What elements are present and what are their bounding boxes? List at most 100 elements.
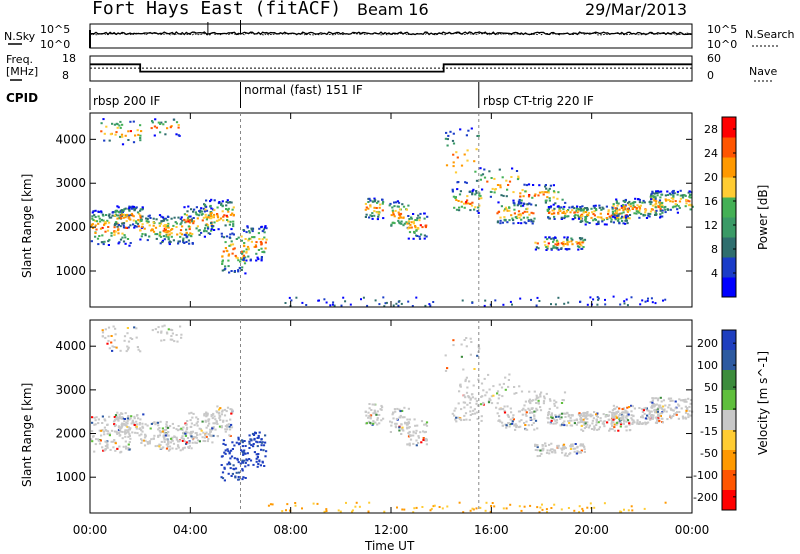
velocity-cell <box>677 403 680 406</box>
power-cell <box>649 200 652 203</box>
velocity-cell <box>533 390 536 393</box>
velocity-cell <box>131 431 134 434</box>
power-cell <box>616 214 619 217</box>
velocity-cell <box>582 429 585 432</box>
velocity-cell <box>212 434 215 437</box>
power-cell <box>611 212 615 215</box>
velocity-cell <box>463 414 466 417</box>
power-cell <box>641 299 644 302</box>
power-cell <box>451 188 454 191</box>
velocity-cell <box>229 435 232 437</box>
power-cell <box>227 253 231 256</box>
power-cell <box>207 214 210 217</box>
velocity-cell <box>146 442 149 445</box>
velocity-cell <box>463 401 467 404</box>
power-cell <box>638 201 641 204</box>
velocity-cell <box>191 416 194 419</box>
velocity-cell <box>365 414 368 417</box>
velocity-cell <box>468 401 472 404</box>
power-cell <box>196 217 199 220</box>
velocity-cell <box>101 415 104 418</box>
velocity-cell <box>652 414 655 417</box>
power-cell <box>158 225 161 227</box>
velocity-cell <box>114 414 118 417</box>
power-cell <box>670 193 673 196</box>
velocity-cell <box>257 434 260 437</box>
power-cell <box>228 244 231 247</box>
velocity-cell <box>580 425 583 427</box>
power-cell <box>105 222 108 225</box>
power-cell <box>166 215 170 218</box>
power-cell <box>562 210 565 213</box>
power-cell <box>402 224 405 227</box>
power-cell <box>226 208 229 211</box>
power-cell <box>135 220 138 223</box>
velocity-cell <box>203 440 207 443</box>
velocity-cell <box>409 434 412 437</box>
power-cell <box>584 223 587 226</box>
power-cell <box>263 251 266 254</box>
power-cell <box>638 209 641 212</box>
power-cell <box>124 236 127 239</box>
power-cell <box>191 233 194 235</box>
velocity-cell <box>240 449 243 452</box>
power-cell <box>162 217 165 220</box>
power-cell <box>412 222 415 225</box>
power-cell <box>664 198 667 201</box>
velocity-cell <box>572 447 575 450</box>
power-cell <box>254 244 257 247</box>
velocity-cell <box>619 421 622 424</box>
velocity-cell <box>660 406 663 409</box>
power-cell <box>224 241 227 244</box>
velocity-cell <box>184 422 187 425</box>
power-cell <box>262 228 265 231</box>
power-cell <box>95 228 98 231</box>
velocity-cell <box>557 415 560 418</box>
power-cell <box>563 217 566 220</box>
power-cell <box>111 214 114 217</box>
velocity-cell <box>255 453 258 456</box>
velocity-cell <box>524 413 527 416</box>
power-cell <box>94 224 97 227</box>
velocity-cell <box>407 432 410 435</box>
power-cell <box>581 237 584 240</box>
power-cell <box>371 217 374 220</box>
power-cell <box>664 211 667 214</box>
velocity-cell <box>131 419 134 422</box>
power-cell <box>545 191 549 194</box>
power-cell <box>484 299 487 302</box>
velocity-cell <box>106 430 110 433</box>
power-cell <box>444 137 447 140</box>
velocity-cell <box>550 416 553 419</box>
power-cell <box>578 208 581 211</box>
velocity-cell <box>171 436 174 439</box>
velocity-cell <box>446 367 449 370</box>
power-cell <box>407 300 410 303</box>
power-cell <box>242 259 245 261</box>
velocity-cell <box>530 399 533 402</box>
power-cell <box>230 228 233 231</box>
power-cell <box>114 223 117 226</box>
velocity-cell <box>531 411 534 414</box>
power-cell <box>493 191 496 194</box>
velocity-cell <box>613 408 616 411</box>
velocity-cell <box>118 417 121 419</box>
velocity-cell <box>455 416 458 419</box>
power-cell <box>264 241 267 244</box>
velocity-cell <box>580 414 583 416</box>
velocity-cell <box>113 423 116 426</box>
velocity-cell <box>475 402 478 405</box>
velocity-cell <box>227 461 231 464</box>
velocity-cell <box>181 429 184 431</box>
velocity-cell <box>372 422 375 425</box>
power-cell <box>148 214 151 217</box>
velocity-cell <box>567 415 570 418</box>
velocity-cell <box>615 416 618 419</box>
velocity-cell <box>647 421 650 424</box>
velocity-cell <box>194 441 197 444</box>
power-cell <box>520 222 523 225</box>
velocity-cell <box>246 459 249 462</box>
power-cell <box>188 215 191 218</box>
velocity-cell <box>207 420 210 423</box>
power-cell <box>132 141 136 144</box>
